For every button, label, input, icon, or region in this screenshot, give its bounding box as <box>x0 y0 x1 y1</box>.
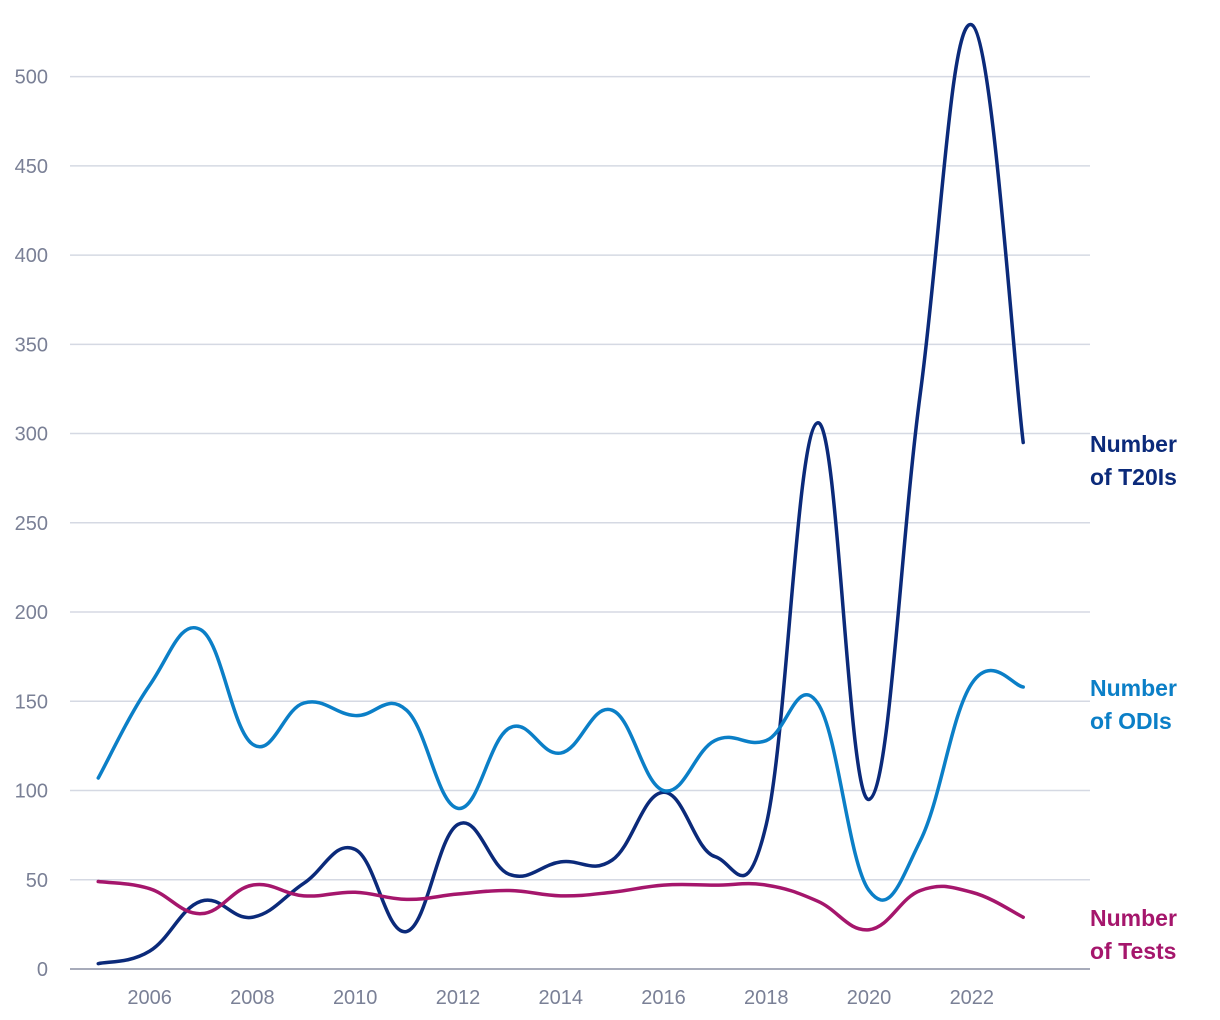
y-tick-label: 300 <box>15 424 48 446</box>
series-label: Number of T20Is <box>1090 431 1177 490</box>
y-tick-label: 100 <box>15 781 48 803</box>
y-tick-label: 150 <box>15 691 48 713</box>
y-tick-label: 500 <box>15 67 48 89</box>
y-tick-label: 450 <box>15 156 48 178</box>
x-tick-label: 2018 <box>744 987 789 1009</box>
y-tick-label: 250 <box>15 513 48 535</box>
series-label-line: Number <box>1090 431 1177 457</box>
x-axis-ticks: 2006 2008 2010 2012 2014 2016 2018 2020 2022 <box>127 987 994 1009</box>
series-label-line: of Tests <box>1090 938 1176 964</box>
x-tick-label: 2006 <box>127 987 172 1009</box>
series-label-line: of T20Is <box>1090 464 1177 490</box>
series-line-number-of-odis <box>96 626 1025 902</box>
y-tick-label: 50 <box>26 870 48 892</box>
y-tick-label: 400 <box>15 245 48 267</box>
x-tick-label: 2014 <box>538 987 583 1009</box>
x-tick-label: 2016 <box>641 987 686 1009</box>
series-line-number-of-t20is <box>96 23 1025 966</box>
series-label: Number of Tests <box>1090 905 1177 964</box>
series-label: Number of ODIs <box>1090 675 1177 734</box>
y-axis-ticks: 0 50 100 150 200 250 300 350 400 450 500 <box>15 67 48 981</box>
series-label-line: Number <box>1090 905 1177 931</box>
y-tick-label: 350 <box>15 334 48 356</box>
x-tick-label: 2010 <box>333 987 378 1009</box>
series-labels: Number of T20Is Number of ODIs Number of Test… <box>1090 431 1177 964</box>
y-tick-label: 200 <box>15 602 48 624</box>
x-tick-label: 2022 <box>950 987 995 1009</box>
series-line-number-of-tests <box>96 879 1025 932</box>
y-tick-label: 0 <box>37 959 48 981</box>
series-label-line: of ODIs <box>1090 708 1172 734</box>
series-label-line: Number <box>1090 675 1177 701</box>
gridlines <box>70 75 1090 970</box>
series-lines <box>96 23 1025 966</box>
x-tick-label: 2012 <box>436 987 481 1009</box>
x-tick-label: 2008 <box>230 987 275 1009</box>
x-tick-label: 2020 <box>847 987 892 1009</box>
